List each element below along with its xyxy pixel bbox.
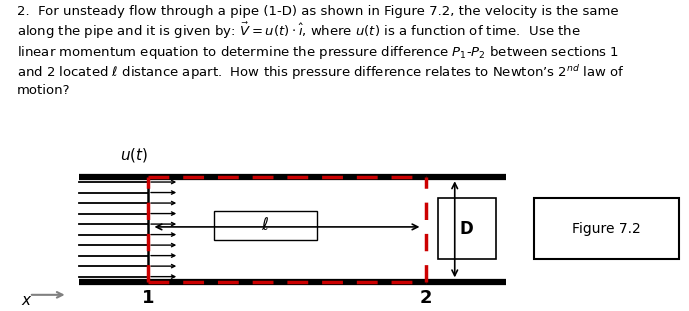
Text: D: D bbox=[460, 220, 473, 238]
Text: Figure 7.2: Figure 7.2 bbox=[572, 221, 641, 235]
Bar bbox=[438, 198, 496, 259]
Text: 2: 2 bbox=[420, 289, 432, 307]
Text: $\ell$: $\ell$ bbox=[261, 216, 269, 234]
Bar bbox=[534, 198, 679, 259]
Bar bbox=[214, 211, 317, 240]
Text: 1: 1 bbox=[142, 289, 154, 307]
Text: 2.  For unsteady flow through a pipe (1-D) as shown in Figure 7.2, the velocity : 2. For unsteady flow through a pipe (1-D… bbox=[17, 5, 625, 97]
Text: $u(t)$: $u(t)$ bbox=[121, 146, 148, 164]
Text: x: x bbox=[21, 293, 31, 308]
